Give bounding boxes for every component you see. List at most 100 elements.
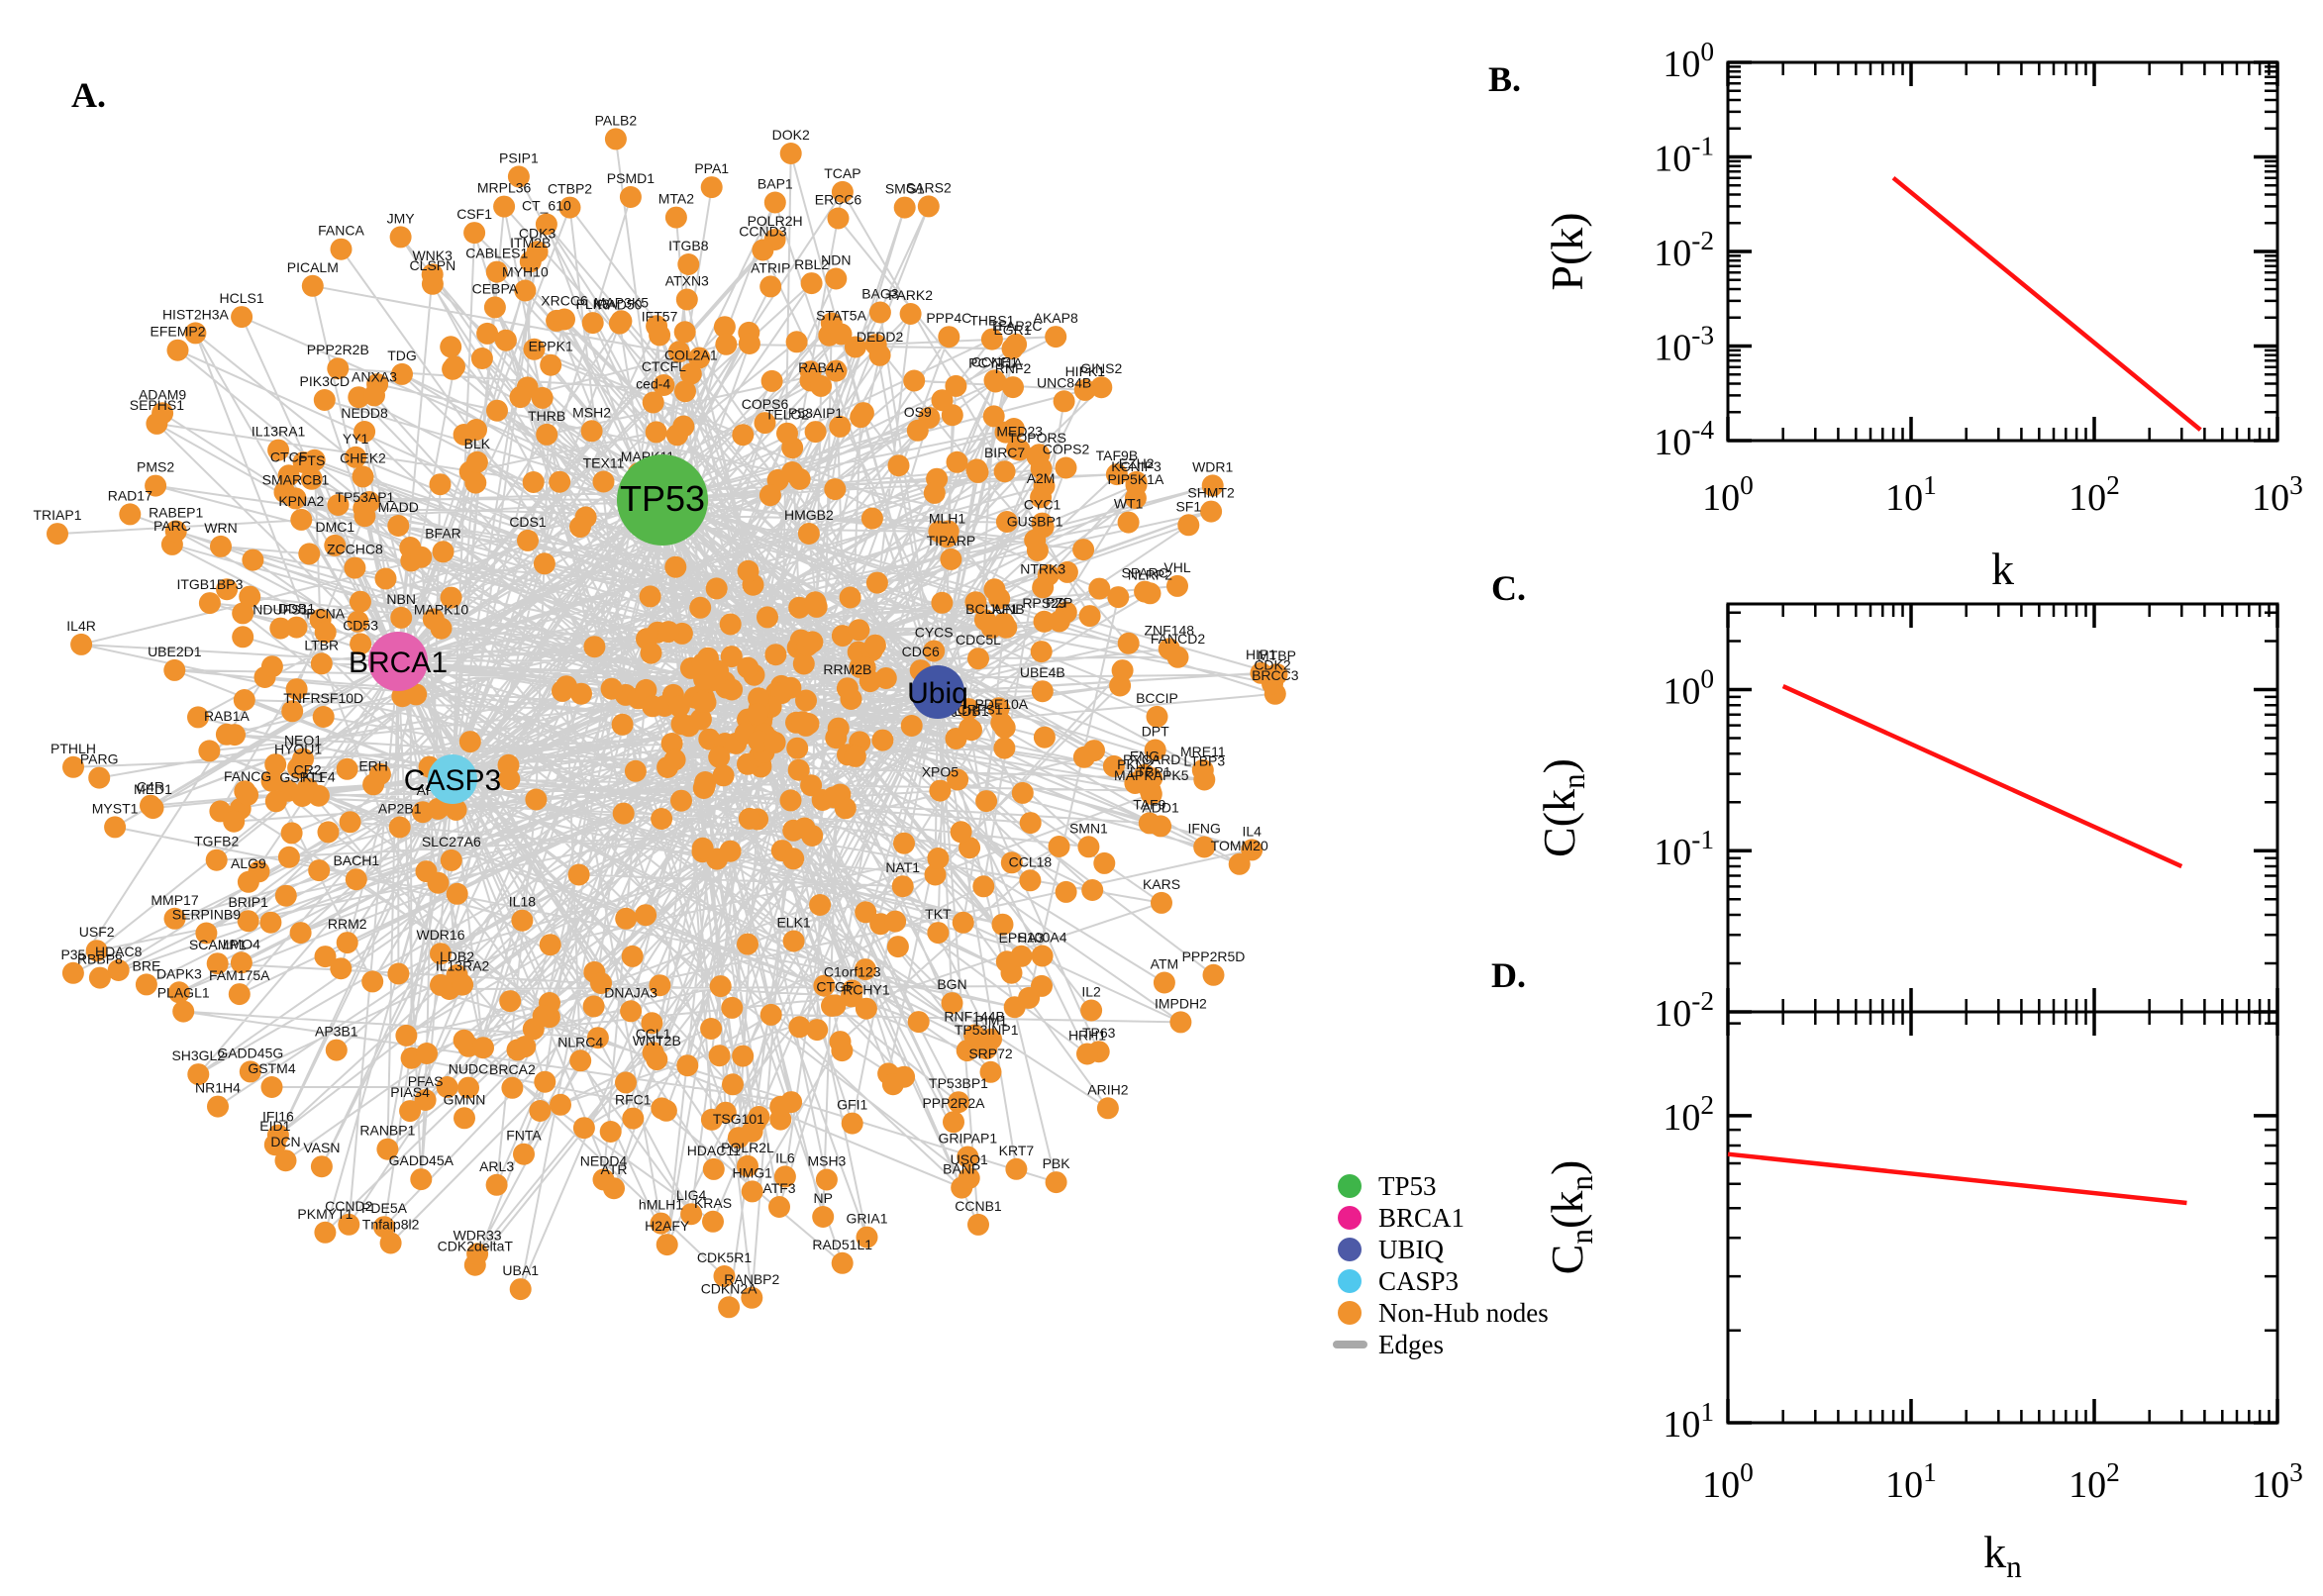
network-node <box>453 424 475 446</box>
network-node <box>466 1243 489 1265</box>
network-node <box>314 621 337 644</box>
network-node-label: AP3B1 <box>315 1024 358 1040</box>
network-node <box>572 1117 595 1140</box>
network-node <box>47 523 68 546</box>
network-node <box>815 1168 838 1191</box>
network-node <box>800 774 823 797</box>
network-node <box>558 196 581 219</box>
network-node-label: HCLS1 <box>220 290 264 306</box>
plot-frame <box>1726 60 2279 443</box>
legend-item-ubiq: UBIQ <box>1338 1235 1444 1264</box>
network-node-label: SPARC <box>1121 565 1167 581</box>
network-node <box>924 863 947 886</box>
network-node <box>650 1212 672 1235</box>
network-node-label: ITGB8 <box>668 238 709 253</box>
network-node <box>586 1027 609 1049</box>
network-node-label: BGN <box>937 976 966 992</box>
network-node <box>453 1029 475 1051</box>
network-node <box>1000 851 1023 874</box>
network-node-label: COL2A1 <box>664 348 718 363</box>
network-node-label: ANXA3 <box>352 368 397 384</box>
network-node <box>531 386 554 409</box>
network-node <box>825 359 848 382</box>
network-node-label: FNTA <box>506 1128 542 1144</box>
network-node <box>163 658 186 681</box>
network-node <box>940 548 962 570</box>
network-node <box>352 465 374 488</box>
network-node <box>421 263 444 286</box>
network-node <box>264 753 287 776</box>
network-node <box>345 868 367 891</box>
network-node <box>345 446 367 468</box>
network-node-label: TGFB2 <box>194 834 239 849</box>
network-node-label: TP63 <box>1082 1025 1116 1041</box>
network-node-label: SH3GL2 <box>171 1047 225 1063</box>
network-node <box>1030 486 1053 509</box>
network-node-label: RAD17 <box>108 487 152 503</box>
fit-line <box>1727 1151 2187 1206</box>
network-node-label: PKN2 <box>1117 756 1154 772</box>
network-node-label: RAB4A <box>798 359 845 375</box>
network-node <box>440 848 462 871</box>
network-node-label: RABEP1 <box>149 505 203 521</box>
network-node-label: USO1 <box>951 1151 988 1167</box>
network-node <box>1228 852 1251 875</box>
network-node-label: H2AFY <box>645 1218 690 1234</box>
network-node-label: RPS29 <box>1022 595 1066 611</box>
network-node-label: WRN <box>204 520 237 536</box>
network-node <box>1124 772 1147 794</box>
x-tick-label: 103 <box>2252 470 2303 519</box>
network-node-label: HIST2H3A <box>162 306 230 322</box>
network-node <box>945 374 967 397</box>
network-node <box>1096 1097 1119 1120</box>
exponent: -4 <box>1691 415 1714 445</box>
network-node-label: NDUFS1 <box>252 602 308 618</box>
network-node <box>582 995 605 1018</box>
network-node-label: LDB1 <box>954 703 988 719</box>
y-tick-label: 101 <box>1663 1397 1714 1446</box>
network-node <box>672 415 695 438</box>
network-node <box>645 421 667 444</box>
network-node <box>848 619 870 642</box>
network-node <box>263 1134 286 1156</box>
network-node <box>184 322 207 345</box>
network-node <box>856 1226 878 1248</box>
network-node <box>795 689 817 712</box>
network-node-label: ADD1 <box>1142 799 1179 815</box>
network-node <box>642 695 664 718</box>
network-node-label: SLC27A6 <box>422 834 481 849</box>
network-node <box>569 1049 592 1072</box>
network-node-label: NEO1 <box>284 733 322 748</box>
tp53-swatch-icon <box>1338 1174 1362 1198</box>
network-node-label: MSH3 <box>807 1153 846 1169</box>
network-node <box>330 957 353 980</box>
exponent: 3 <box>2289 470 2303 500</box>
network-node-label: DOK2 <box>772 127 810 143</box>
network-node-label: PFAS <box>408 1073 444 1089</box>
x-tick-label: 102 <box>2069 1457 2120 1506</box>
network-node-label: CCL1 <box>636 1026 671 1042</box>
major-ticks <box>1726 1012 2279 1425</box>
network-node <box>722 1073 744 1096</box>
network-node <box>339 811 361 834</box>
network-node-label: RCHY1 <box>843 982 890 998</box>
network-node <box>307 784 330 807</box>
mantissa: 10 <box>1654 993 1691 1035</box>
network-node-label: MRPL36 <box>477 180 532 196</box>
network-node <box>198 740 221 762</box>
network-node <box>831 180 854 203</box>
network-node <box>612 802 635 825</box>
network-node <box>550 1093 571 1116</box>
network-node <box>844 336 866 358</box>
network-node <box>1193 768 1216 791</box>
network-node <box>952 911 974 934</box>
network-node-label: TOPORS <box>1008 430 1066 446</box>
network-node <box>513 1143 535 1165</box>
network-node <box>354 505 376 528</box>
network-node-label: BRIP1 <box>228 894 268 910</box>
network-node-label: PDE10A <box>974 696 1028 712</box>
network-node <box>533 552 556 575</box>
panel-label-b: B. <box>1488 59 1521 99</box>
legend-item-casp3: CASP3 <box>1338 1266 1459 1296</box>
